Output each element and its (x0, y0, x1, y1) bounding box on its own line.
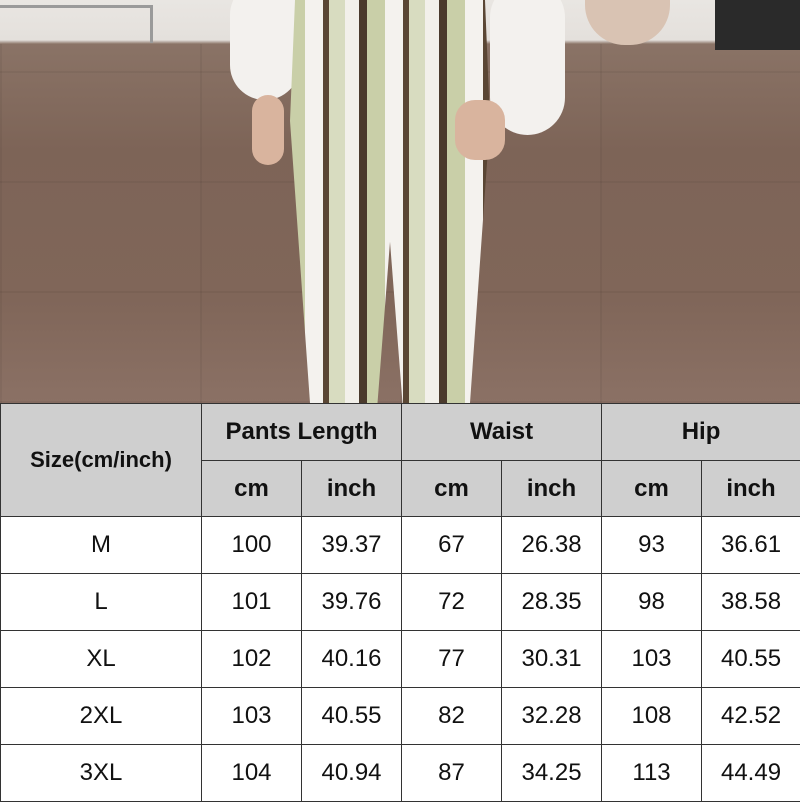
value-cell: 39.37 (302, 517, 402, 574)
value-cell: 39.76 (302, 574, 402, 631)
value-cell: 28.35 (502, 574, 602, 631)
size-cell: L (1, 574, 202, 631)
value-cell: 30.31 (502, 631, 602, 688)
left-sleeve (230, 0, 300, 100)
unit-header: inch (502, 461, 602, 517)
value-cell: 82 (402, 688, 502, 745)
value-cell: 102 (202, 631, 302, 688)
value-cell: 72 (402, 574, 502, 631)
value-cell: 44.49 (702, 745, 800, 802)
unit-header: cm (602, 461, 702, 517)
value-cell: 101 (202, 574, 302, 631)
clothing-rack (0, 5, 153, 43)
value-cell: 93 (602, 517, 702, 574)
value-cell: 40.16 (302, 631, 402, 688)
value-cell: 38.58 (702, 574, 800, 631)
value-cell: 67 (402, 517, 502, 574)
header-row-groups: Size(cm/inch) Pants Length Waist Hip (1, 404, 800, 461)
value-cell: 98 (602, 574, 702, 631)
right-hand (455, 100, 505, 160)
value-cell: 42.52 (702, 688, 800, 745)
value-cell: 32.28 (502, 688, 602, 745)
left-hand (252, 95, 284, 165)
value-cell: 108 (602, 688, 702, 745)
door (715, 0, 800, 50)
product-photo (0, 0, 800, 403)
value-cell: 36.61 (702, 517, 800, 574)
group-header: Hip (602, 404, 800, 461)
size-header: Size(cm/inch) (1, 404, 202, 517)
value-cell: 104 (202, 745, 302, 802)
size-cell: M (1, 517, 202, 574)
size-cell: 2XL (1, 688, 202, 745)
unit-header: inch (302, 461, 402, 517)
unit-header: inch (702, 461, 800, 517)
value-cell: 113 (602, 745, 702, 802)
value-cell: 40.55 (702, 631, 800, 688)
value-cell: 34.25 (502, 745, 602, 802)
value-cell: 103 (202, 688, 302, 745)
unit-header: cm (402, 461, 502, 517)
value-cell: 40.94 (302, 745, 402, 802)
plant-pot (585, 0, 670, 45)
group-header: Waist (402, 404, 602, 461)
value-cell: 100 (202, 517, 302, 574)
group-header: Pants Length (202, 404, 402, 461)
value-cell: 40.55 (302, 688, 402, 745)
value-cell: 77 (402, 631, 502, 688)
size-cell: 3XL (1, 745, 202, 802)
value-cell: 103 (602, 631, 702, 688)
size-chart-table: Size(cm/inch) Pants Length Waist Hip cm … (0, 403, 800, 802)
unit-header: cm (202, 461, 302, 517)
size-cell: XL (1, 631, 202, 688)
value-cell: 26.38 (502, 517, 602, 574)
value-cell: 87 (402, 745, 502, 802)
